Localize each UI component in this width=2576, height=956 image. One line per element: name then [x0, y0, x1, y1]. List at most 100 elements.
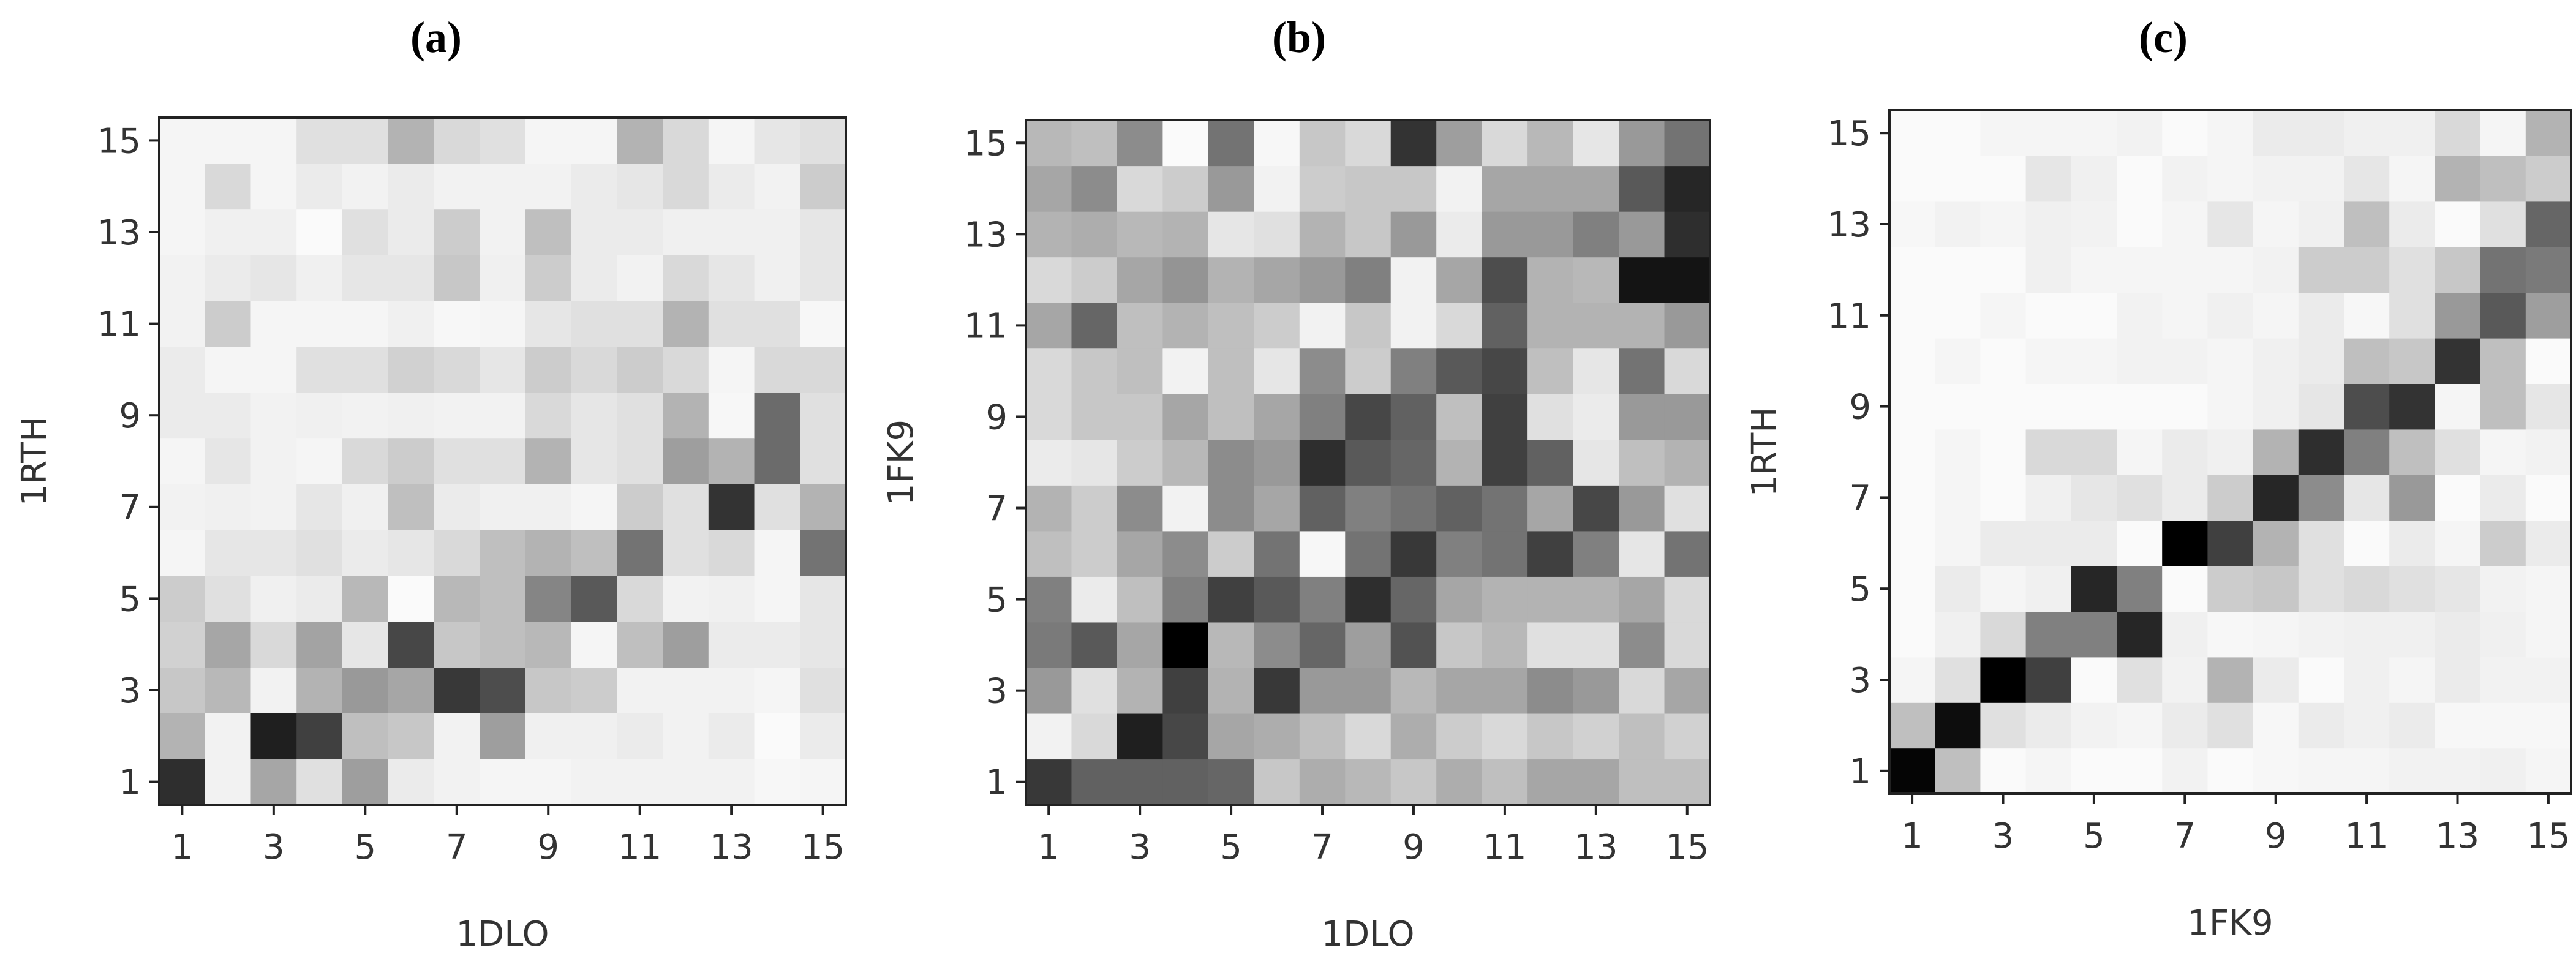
heatmap-cell — [1935, 201, 1981, 247]
heatmap-cell — [1436, 211, 1483, 258]
heatmap-cell — [1935, 611, 1981, 658]
heatmap-cell — [2162, 156, 2208, 202]
heatmap-cell — [2162, 429, 2208, 475]
heatmap-cell — [296, 209, 343, 255]
heatmap-cell — [1527, 303, 1574, 349]
heatmap-cell — [1482, 530, 1528, 577]
heatmap-cell — [1026, 576, 1072, 623]
heatmap-cell — [2253, 429, 2299, 475]
heatmap-cell — [1889, 383, 1935, 430]
y-axis-label: 1RTH — [15, 416, 55, 506]
heatmap-cell — [1162, 622, 1209, 668]
heatmap-cell — [2298, 201, 2344, 247]
heatmap-cell — [708, 118, 755, 164]
heatmap-cell — [1117, 257, 1163, 303]
heatmap-cell — [1935, 520, 1981, 566]
heatmap-cell — [2253, 383, 2299, 430]
heatmap-cell — [250, 301, 297, 347]
heatmap-cell — [1254, 394, 1300, 440]
x-tick-label: 7 — [1311, 827, 1333, 867]
heatmap-cell — [2253, 520, 2299, 566]
heatmap-cell — [754, 301, 800, 347]
heatmap-cell — [1390, 303, 1437, 349]
heatmap-cell — [2480, 748, 2526, 794]
heatmap-cell — [2344, 383, 2390, 430]
heatmap-cell — [1889, 110, 1935, 156]
heatmap-cell — [2117, 475, 2163, 521]
heatmap-cell — [1980, 247, 2027, 293]
heatmap-cell — [708, 484, 755, 530]
heatmap-cell — [2253, 748, 2299, 794]
heatmap-cell — [1117, 713, 1163, 760]
heatmap-cell — [2344, 520, 2390, 566]
heatmap-cell — [1162, 759, 1209, 805]
x-tick-label: 1 — [171, 827, 194, 867]
heatmap-cell — [1889, 156, 1935, 202]
heatmap-cell — [1527, 394, 1574, 440]
heatmap-cell — [342, 759, 389, 805]
y-tick-label: 11 — [97, 305, 141, 345]
heatmap-cell — [663, 438, 709, 484]
heatmap-cell — [2117, 429, 2163, 475]
heatmap-cell — [1071, 759, 1118, 805]
heatmap-cell — [708, 530, 755, 576]
heatmap-cell — [1889, 611, 1935, 658]
heatmap-cell — [525, 667, 572, 713]
heatmap-cell — [525, 118, 572, 164]
heatmap-cell — [1026, 120, 1072, 167]
heatmap-cell — [2071, 657, 2117, 703]
heatmap-cell — [2435, 292, 2481, 339]
heatmap-cell — [2480, 475, 2526, 521]
panel-title: (b) — [1272, 13, 1326, 62]
heatmap-cell — [342, 209, 389, 255]
heatmap-cell — [1889, 247, 1935, 293]
y-tick-label: 1 — [1849, 752, 1871, 792]
heatmap-cell — [2207, 292, 2254, 339]
heatmap-cell — [250, 438, 297, 484]
heatmap-cell — [250, 118, 297, 164]
heatmap-cell — [1071, 211, 1118, 258]
heatmap-cell — [1390, 348, 1437, 394]
heatmap-cell — [754, 255, 800, 301]
heatmap-cell — [1117, 439, 1163, 486]
heatmap-cell — [571, 209, 617, 255]
heatmap-cell — [2162, 201, 2208, 247]
heatmap-cell — [2435, 702, 2481, 749]
heatmap-cell — [2525, 657, 2572, 703]
heatmap-cell — [663, 209, 709, 255]
y-tick-label: 3 — [985, 672, 1007, 712]
heatmap-cell — [1345, 165, 1392, 212]
heatmap-cell — [1390, 622, 1437, 668]
heatmap-cell — [1299, 576, 1346, 623]
heatmap-cell — [754, 759, 800, 805]
heatmap-cell — [480, 255, 526, 301]
heatmap-cell — [1345, 394, 1392, 440]
heatmap-cell — [2025, 611, 2072, 658]
heatmap-cell — [1299, 348, 1346, 394]
heatmap-cell — [1664, 576, 1711, 623]
heatmap-cell — [2389, 475, 2435, 521]
heatmap-cell — [2525, 702, 2572, 749]
heatmap-cell — [1254, 303, 1300, 349]
heatmap-cell — [296, 667, 343, 713]
heatmap-cell — [800, 759, 846, 805]
heatmap-cell — [525, 484, 572, 530]
heatmap-cell — [1026, 530, 1072, 577]
x-tick-label: 11 — [618, 827, 661, 867]
heatmap-cell — [1436, 713, 1483, 760]
heatmap-cell — [1071, 303, 1118, 349]
heatmap-cell — [159, 347, 206, 393]
y-tick-label: 3 — [1849, 661, 1871, 701]
heatmap-cell — [1527, 120, 1574, 167]
heatmap-cell — [708, 667, 755, 713]
heatmap-cell — [388, 530, 434, 576]
heatmap-cell — [2298, 292, 2344, 339]
panel-title: (c) — [2139, 13, 2188, 62]
heatmap-cell — [1889, 657, 1935, 703]
heatmap-cell — [1208, 257, 1254, 303]
heatmap-cell — [2071, 383, 2117, 430]
heatmap-cell — [2389, 292, 2435, 339]
heatmap-cell — [525, 255, 572, 301]
heatmap-cell — [2162, 292, 2208, 339]
